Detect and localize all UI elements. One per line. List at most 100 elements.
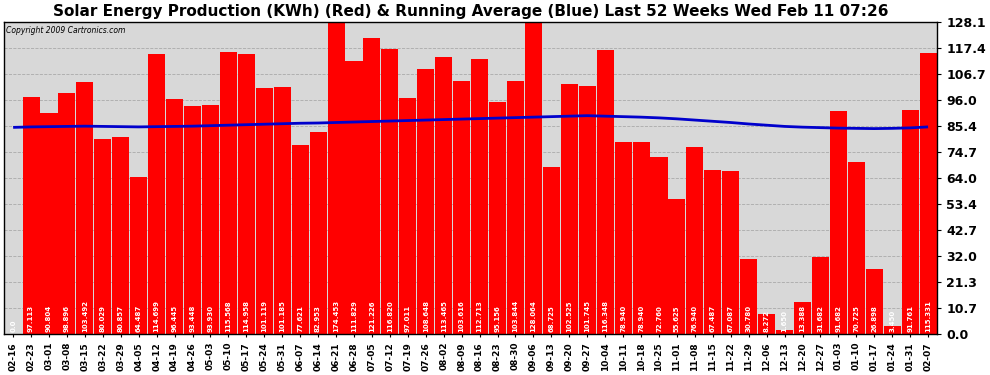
Bar (812, 257, 829, 334)
Text: 97.113: 97.113 (28, 305, 34, 332)
Text: 96.445: 96.445 (171, 305, 177, 332)
Text: 116.348: 116.348 (602, 300, 608, 332)
Bar (58, 93, 75, 334)
Text: 64.487: 64.487 (136, 304, 142, 332)
Bar (381, 49, 398, 334)
Text: 55.625: 55.625 (674, 305, 680, 332)
Bar (830, 111, 846, 334)
Text: 101.119: 101.119 (261, 300, 267, 332)
Bar (23, 98, 40, 334)
Bar (884, 326, 901, 334)
Text: 1.650: 1.650 (781, 310, 788, 332)
Text: 77.621: 77.621 (297, 305, 303, 332)
Text: 72.760: 72.760 (656, 305, 662, 332)
Text: 13.388: 13.388 (800, 305, 806, 332)
Text: 30.780: 30.780 (745, 305, 751, 332)
Bar (417, 69, 435, 334)
Bar (453, 81, 470, 334)
Text: Copyright 2009 Cartronics.com: Copyright 2009 Cartronics.com (6, 26, 126, 35)
Bar (579, 86, 596, 334)
Bar (273, 87, 291, 334)
Text: 111.829: 111.829 (351, 300, 357, 332)
Text: 115.331: 115.331 (925, 300, 931, 332)
Text: 67.087: 67.087 (728, 305, 734, 332)
Text: 80.857: 80.857 (118, 305, 124, 332)
Bar (131, 177, 148, 334)
Bar (776, 330, 793, 334)
Text: 108.648: 108.648 (423, 300, 429, 332)
Text: 128.064: 128.064 (531, 300, 537, 332)
Bar (597, 50, 614, 334)
Bar (202, 105, 219, 334)
Text: 78.940: 78.940 (620, 304, 626, 332)
Text: 3.450: 3.450 (889, 310, 895, 332)
Bar (741, 259, 757, 334)
Bar (794, 302, 811, 334)
Bar (76, 82, 93, 334)
Bar (255, 88, 273, 334)
Bar (543, 166, 560, 334)
Text: 174.453: 174.453 (333, 300, 339, 332)
Bar (328, 0, 345, 334)
Bar (489, 102, 506, 334)
Text: 91.761: 91.761 (907, 305, 913, 332)
Text: 101.185: 101.185 (279, 300, 285, 332)
Text: 26.898: 26.898 (871, 305, 877, 332)
Text: 114.699: 114.699 (153, 300, 159, 332)
Bar (560, 84, 578, 334)
Bar (310, 132, 327, 334)
Bar (184, 106, 201, 334)
Bar (615, 142, 632, 334)
Text: 93.930: 93.930 (208, 305, 214, 332)
Bar (436, 57, 452, 334)
Text: 97.011: 97.011 (405, 305, 411, 332)
Text: 78.940: 78.940 (638, 304, 644, 332)
Text: 103.844: 103.844 (513, 300, 519, 332)
Bar (399, 98, 417, 334)
Text: 102.525: 102.525 (566, 300, 572, 332)
Bar (650, 157, 667, 334)
Text: 103.616: 103.616 (458, 300, 464, 332)
Text: 68.725: 68.725 (548, 305, 554, 332)
Bar (363, 39, 380, 334)
Bar (292, 145, 309, 334)
Text: 116.820: 116.820 (387, 300, 393, 332)
Bar (346, 62, 362, 334)
Text: 8.272: 8.272 (763, 310, 769, 332)
Text: 31.682: 31.682 (818, 305, 824, 332)
Text: 76.940: 76.940 (692, 305, 698, 332)
Bar (847, 162, 865, 334)
Text: 112.713: 112.713 (476, 300, 482, 332)
Text: 70.725: 70.725 (853, 305, 859, 332)
Text: 82.953: 82.953 (315, 305, 321, 332)
Text: 93.448: 93.448 (189, 304, 196, 332)
Bar (94, 139, 111, 334)
Text: 0.0: 0.0 (10, 320, 16, 332)
Bar (902, 110, 919, 334)
Bar (112, 137, 130, 334)
Bar (166, 99, 183, 334)
Bar (686, 147, 703, 334)
Bar (704, 170, 722, 334)
Text: 90.804: 90.804 (46, 304, 52, 332)
Text: 95.156: 95.156 (495, 305, 501, 332)
Text: 114.958: 114.958 (244, 300, 249, 332)
Text: 101.745: 101.745 (584, 300, 590, 332)
Text: 67.487: 67.487 (710, 305, 716, 332)
Bar (920, 53, 937, 334)
Title: Solar Energy Production (KWh) (Red) & Running Average (Blue) Last 52 Weeks Wed F: Solar Energy Production (KWh) (Red) & Ru… (52, 4, 888, 19)
Text: 91.682: 91.682 (836, 305, 842, 332)
Bar (41, 113, 57, 334)
Bar (148, 54, 165, 334)
Bar (471, 59, 488, 334)
Text: 115.568: 115.568 (226, 300, 232, 332)
Bar (668, 199, 685, 334)
Bar (758, 314, 775, 334)
Text: 98.896: 98.896 (64, 305, 70, 332)
Text: 80.029: 80.029 (100, 305, 106, 332)
Bar (238, 54, 254, 334)
Text: 103.492: 103.492 (82, 300, 88, 332)
Text: 121.226: 121.226 (369, 300, 375, 332)
Bar (507, 81, 524, 334)
Bar (723, 171, 740, 334)
